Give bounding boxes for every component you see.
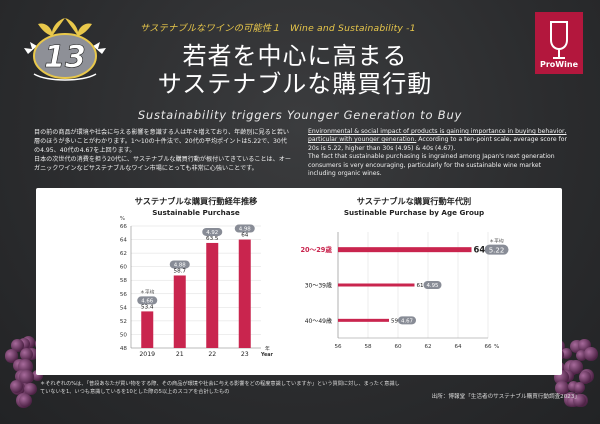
intro-en-paragraph-1: According to a ten-point scale, average … [308,136,567,152]
grape-berry [584,347,598,361]
chart1-ytick-label: 50 [120,332,128,338]
grape-berry [573,393,587,407]
chart2-category-label: 30～39歳 [305,282,332,290]
grape-berry [10,380,23,393]
chart2-avg-label: 4.67 [401,318,413,324]
page-title-line2: サステナブルな購買行動 [157,70,433,98]
chart2-avg-badge [398,316,416,325]
chart2-xtick-label: 60 [394,344,402,350]
kicker-text: サステナブルなワインの可能性１ Wine and Sustainability … [140,23,416,34]
chart2-avg-label: 4.95 [426,283,438,289]
chart1-subtitle: Sustainable Purchase [152,208,240,217]
chart1-ytick-label: 54 [120,305,128,311]
chart2-data-label: 61.1 [417,283,430,289]
chart1-ytick-label: 58 [120,278,128,284]
page-subtitle: Sustainability triggers Younger Generati… [137,108,463,122]
chart1-title: サステナブルな購買行動経年推移 [135,196,258,206]
chart1-avg-label: 4.92 [206,230,218,236]
chart1-bar [238,239,251,348]
chart2-xtick-label: 62 [424,344,431,350]
chart2-avg-badge [484,244,509,255]
chart1-avg-caption: ＊平均 [140,288,155,295]
chart1-xtick-label: 22 [208,351,216,358]
chart2-title: サステナブルな購買行動年代別 [357,196,471,206]
chart1-avg-badge [137,296,158,305]
chart2-bar [338,318,389,322]
chart1-avg-badge [202,227,223,236]
footnote-text: ＊それぞれの%は、「普段あなたが買い物をする際、その商品が環境や社会に与える影響… [40,381,400,395]
badge-number-13: 13 [24,18,106,81]
grape-cluster-left-image [0,318,60,424]
wine-glass-icon [550,21,568,59]
grape-berry [575,349,588,362]
grape-berry [18,394,32,408]
badge-number: 13 [44,40,86,75]
grape-berry [31,369,44,382]
chart2-bar [338,283,415,287]
chart2-avg-badge [423,281,442,289]
chart2-avg-caption: ＊平均 [489,238,504,245]
intro-en-highlight: Environmental & social impact of product… [308,128,567,144]
chart2-category-label: 20～29歳 [300,245,332,254]
chart1-data-label: 58.7 [174,268,187,274]
charts-panel: サステナブルな購買行動経年推移 Sustainable Purchase% 48 50… [36,188,562,375]
chart1-xtick-label: 21 [176,351,184,358]
chart1-avg-label: 4.88 [174,262,187,268]
chart2-category-label: 40～49歳 [305,317,332,325]
chart1-xlabel-en: Year [260,352,274,358]
chart2-bar [338,247,472,253]
chart2-subtitle: Sustinable Purchase by Age Group [344,208,484,217]
chart1-bar [141,311,154,348]
chart1-bar [173,275,186,348]
grape-berry [573,381,586,394]
grape-berry [578,371,592,384]
page-title-line1: 若者を中心に高まる [182,42,408,70]
chart1-xtick-label: 23 [241,351,249,358]
grape-berry [569,360,583,374]
chart2-xtick-label: 66 [484,344,492,350]
chart1-ytick-label: 62 [120,251,127,257]
chart1-avg-label: 4.98 [239,227,252,233]
chart1-data-label: 63.5 [206,236,219,242]
chart1-data-label: 64 [241,233,249,239]
chart1-ytick-label: 64 [120,238,128,244]
grape-berry [555,380,569,395]
intro-english: Environmental & social impact of product… [308,128,570,178]
chart2-xtick-label: 58 [364,344,372,350]
chart1-avg-badge [169,260,190,269]
grape-berry [560,348,573,360]
chart2-xlabel: % [494,344,499,350]
charts-svg: サステナブルな購買行動経年推移 Sustainable Purchase% 48 50… [120,196,509,358]
logo-text: ProWine [540,60,578,69]
intro-en-paragraph-2: The fact that sustainable purchasing is … [308,153,555,178]
prowine-logo: ProWine [535,12,583,74]
grape-berry [24,382,37,396]
chart1-ytick-label: 48 [120,346,128,352]
intro-japanese: 目の前の商品が環境や社会に与える影響を意識する人は年々増えており、年齢別に見ると… [34,128,292,173]
chart2-avg-label: 5.22 [489,246,505,254]
grape-berry [19,347,33,361]
grape-berry [19,369,34,385]
source-text: 出所：博報堂「生活者のサステナブル購買行動調査2023」 [431,394,580,400]
chart1-xlabel-jp: 年 [265,345,270,352]
chart1-xtick-label: 2019 [139,351,155,358]
grape-berry [567,380,579,393]
intro-jp-paragraph-2: 日本の次世代の消費を担う20代に、サステナブルな購買行動が根付いてきていることは… [34,156,291,172]
chart1-avg-badge [234,224,255,233]
chart2-xtick-label: 64 [454,344,462,350]
chart1-avg-label: 4.66 [141,298,154,304]
grape-berry [11,339,25,352]
intro-jp-paragraph-1: 目の前の商品が環境や社会に与える影響を意識する人は年々増えており、年齢別に見ると… [34,129,290,154]
chart1-ytick-label: 56 [120,292,128,298]
chart1-bar [206,242,219,348]
chart1-data-label: 53.4 [141,304,154,310]
chart2-data-label: 59.4 [391,318,404,324]
chart1-ytick-label: 60 [120,265,128,271]
chart2-data-label: 64.9 [474,245,495,255]
chart1-ytick-label: 66 [120,224,128,230]
chart2-xtick-label: 56 [334,344,342,350]
chart1-ylabel: % [120,216,125,222]
chart1-ytick-label: 52 [120,319,127,325]
